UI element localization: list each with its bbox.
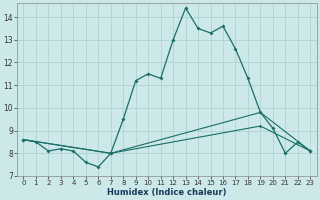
- X-axis label: Humidex (Indice chaleur): Humidex (Indice chaleur): [107, 188, 227, 197]
